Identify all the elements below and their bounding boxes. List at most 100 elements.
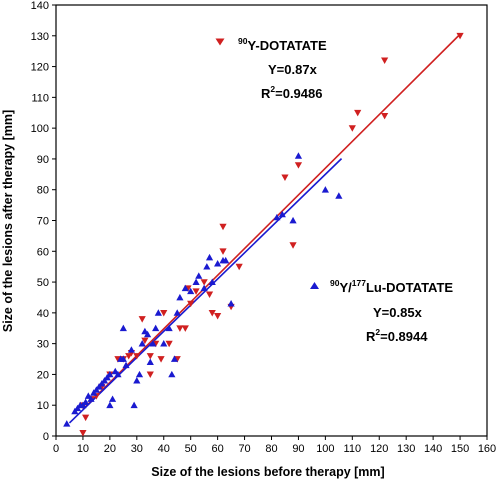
fit-line-y90 bbox=[82, 33, 461, 410]
x-tick-label: 90 bbox=[292, 443, 304, 455]
data-point-y90-lu177 bbox=[227, 300, 235, 307]
data-point-y90 bbox=[381, 57, 389, 65]
data-point-y90 bbox=[138, 316, 146, 323]
data-point-y90-lu177 bbox=[278, 210, 286, 218]
data-point-y90-lu177 bbox=[143, 330, 152, 338]
data-point-y90-lu177 bbox=[208, 278, 216, 285]
y-tick-label: 100 bbox=[31, 123, 49, 135]
y-tick-label: 120 bbox=[31, 62, 49, 74]
x-tick-label: 10 bbox=[77, 443, 89, 455]
x-tick-label: 100 bbox=[316, 443, 334, 455]
data-point-y90 bbox=[381, 112, 389, 120]
data-points bbox=[63, 32, 464, 437]
data-point-y90-lu177 bbox=[170, 355, 179, 362]
data-point-y90 bbox=[208, 309, 216, 317]
r-squared-y90-lu177: R2=0.8944 bbox=[366, 327, 428, 344]
data-point-y90-lu177 bbox=[187, 287, 195, 295]
data-point-y90-lu177 bbox=[214, 260, 222, 267]
y-axis-title: Size of the lesions after therapy [mm] bbox=[1, 110, 15, 332]
fit-equation-y90-lu177: Y=0.85x bbox=[373, 305, 423, 320]
data-point-y90-lu177 bbox=[149, 340, 157, 347]
x-tick-label: 110 bbox=[344, 443, 362, 455]
x-tick-label: 50 bbox=[185, 443, 197, 455]
y-tick-label: 0 bbox=[43, 431, 49, 443]
data-point-y90-lu177 bbox=[294, 152, 303, 159]
legend-entry-y90-lu177: 90Y/177Lu-DOTATATE Y=0.85x R2=0.8944 bbox=[310, 278, 453, 344]
data-point-y90-lu177 bbox=[195, 272, 203, 279]
data-point-y90 bbox=[146, 371, 154, 379]
data-point-y90-lu177 bbox=[273, 213, 281, 221]
y-tick-label: 90 bbox=[37, 154, 49, 166]
data-point-y90-lu177 bbox=[130, 401, 138, 409]
data-point-y90 bbox=[82, 414, 90, 422]
data-point-y90 bbox=[79, 430, 87, 437]
data-point-y90 bbox=[354, 109, 362, 117]
data-point-y90 bbox=[214, 313, 222, 320]
data-point-y90 bbox=[157, 356, 165, 363]
data-point-y90-lu177 bbox=[138, 340, 146, 347]
y-tick-label: 140 bbox=[31, 0, 49, 12]
data-point-y90-lu177 bbox=[176, 293, 184, 301]
data-point-y90-lu177 bbox=[173, 309, 181, 316]
data-point-y90 bbox=[192, 288, 200, 295]
x-axis-title: Size of the lesions before therapy [mm] bbox=[151, 465, 384, 479]
data-point-y90-lu177 bbox=[135, 370, 144, 378]
x-tick-label: 120 bbox=[370, 443, 388, 455]
data-point-y90-lu177 bbox=[203, 263, 211, 270]
x-tick-label: 40 bbox=[158, 443, 170, 455]
data-point-y90-lu177 bbox=[168, 370, 176, 378]
x-tick-label: 30 bbox=[131, 443, 143, 455]
r-squared-y90: R2=0.9486 bbox=[261, 84, 322, 101]
data-point-y90-lu177 bbox=[133, 376, 141, 384]
data-point-y90 bbox=[289, 242, 297, 249]
x-tick-label: 150 bbox=[451, 443, 469, 455]
y-tick-label: 80 bbox=[37, 185, 49, 197]
data-point-y90 bbox=[133, 353, 141, 360]
data-point-y90 bbox=[141, 337, 149, 345]
data-point-y90-lu177 bbox=[154, 309, 162, 316]
y-tick-label: 60 bbox=[37, 246, 49, 258]
data-point-y90 bbox=[348, 125, 356, 132]
data-point-y90-lu177 bbox=[152, 324, 160, 332]
data-point-y90-lu177 bbox=[63, 420, 71, 427]
x-tick-label: 80 bbox=[265, 443, 277, 455]
data-point-y90-lu177 bbox=[222, 256, 230, 264]
legend-entry-y90: 90Y-DOTATATE Y=0.87x R2=0.9486 bbox=[215, 36, 327, 101]
y-tick-label: 70 bbox=[37, 216, 49, 228]
data-point-y90 bbox=[235, 263, 243, 271]
y-tick-label: 50 bbox=[37, 277, 49, 289]
y-tick-label: 30 bbox=[37, 339, 49, 351]
data-point-y90-lu177 bbox=[119, 355, 127, 362]
data-point-y90 bbox=[187, 300, 195, 308]
data-point-y90-lu177 bbox=[321, 186, 329, 193]
legend-label-y90-lu177: 90Y/177Lu-DOTATATE bbox=[330, 278, 453, 295]
data-point-y90 bbox=[281, 174, 289, 181]
fit-equation-y90: Y=0.87x bbox=[268, 62, 318, 77]
data-point-y90 bbox=[181, 325, 189, 332]
data-point-y90 bbox=[160, 309, 168, 317]
x-tick-label: 140 bbox=[424, 443, 442, 455]
y-tick-label: 130 bbox=[31, 31, 49, 43]
legend-marker-blue-fill bbox=[310, 282, 319, 289]
data-point-y90-lu177 bbox=[108, 395, 117, 402]
legend-marker-red bbox=[215, 38, 225, 46]
data-point-y90-lu177 bbox=[200, 284, 208, 292]
x-tick-label: 20 bbox=[104, 443, 116, 455]
data-point-y90 bbox=[219, 248, 227, 255]
data-point-y90-lu177 bbox=[205, 253, 214, 261]
x-tick-label: 130 bbox=[397, 443, 415, 455]
data-point-y90-lu177 bbox=[289, 216, 297, 224]
data-point-y90-lu177 bbox=[127, 346, 136, 353]
legend-label-y90: 90Y-DOTATATE bbox=[238, 36, 327, 53]
data-point-y90-lu177 bbox=[106, 370, 114, 378]
data-point-y90-lu177 bbox=[192, 278, 200, 285]
data-point-y90-lu177 bbox=[114, 370, 122, 378]
data-point-y90-lu177 bbox=[87, 395, 95, 402]
data-point-y90 bbox=[219, 223, 227, 231]
x-tick-label: 60 bbox=[212, 443, 224, 455]
y-tick-label: 20 bbox=[37, 369, 49, 381]
x-tick-label: 0 bbox=[53, 443, 59, 455]
data-point-y90-lu177 bbox=[106, 401, 114, 409]
axes: 0 10 20 30 40 50 60 70 80 90 100 110 120 130 140 150 160… bbox=[31, 0, 496, 455]
